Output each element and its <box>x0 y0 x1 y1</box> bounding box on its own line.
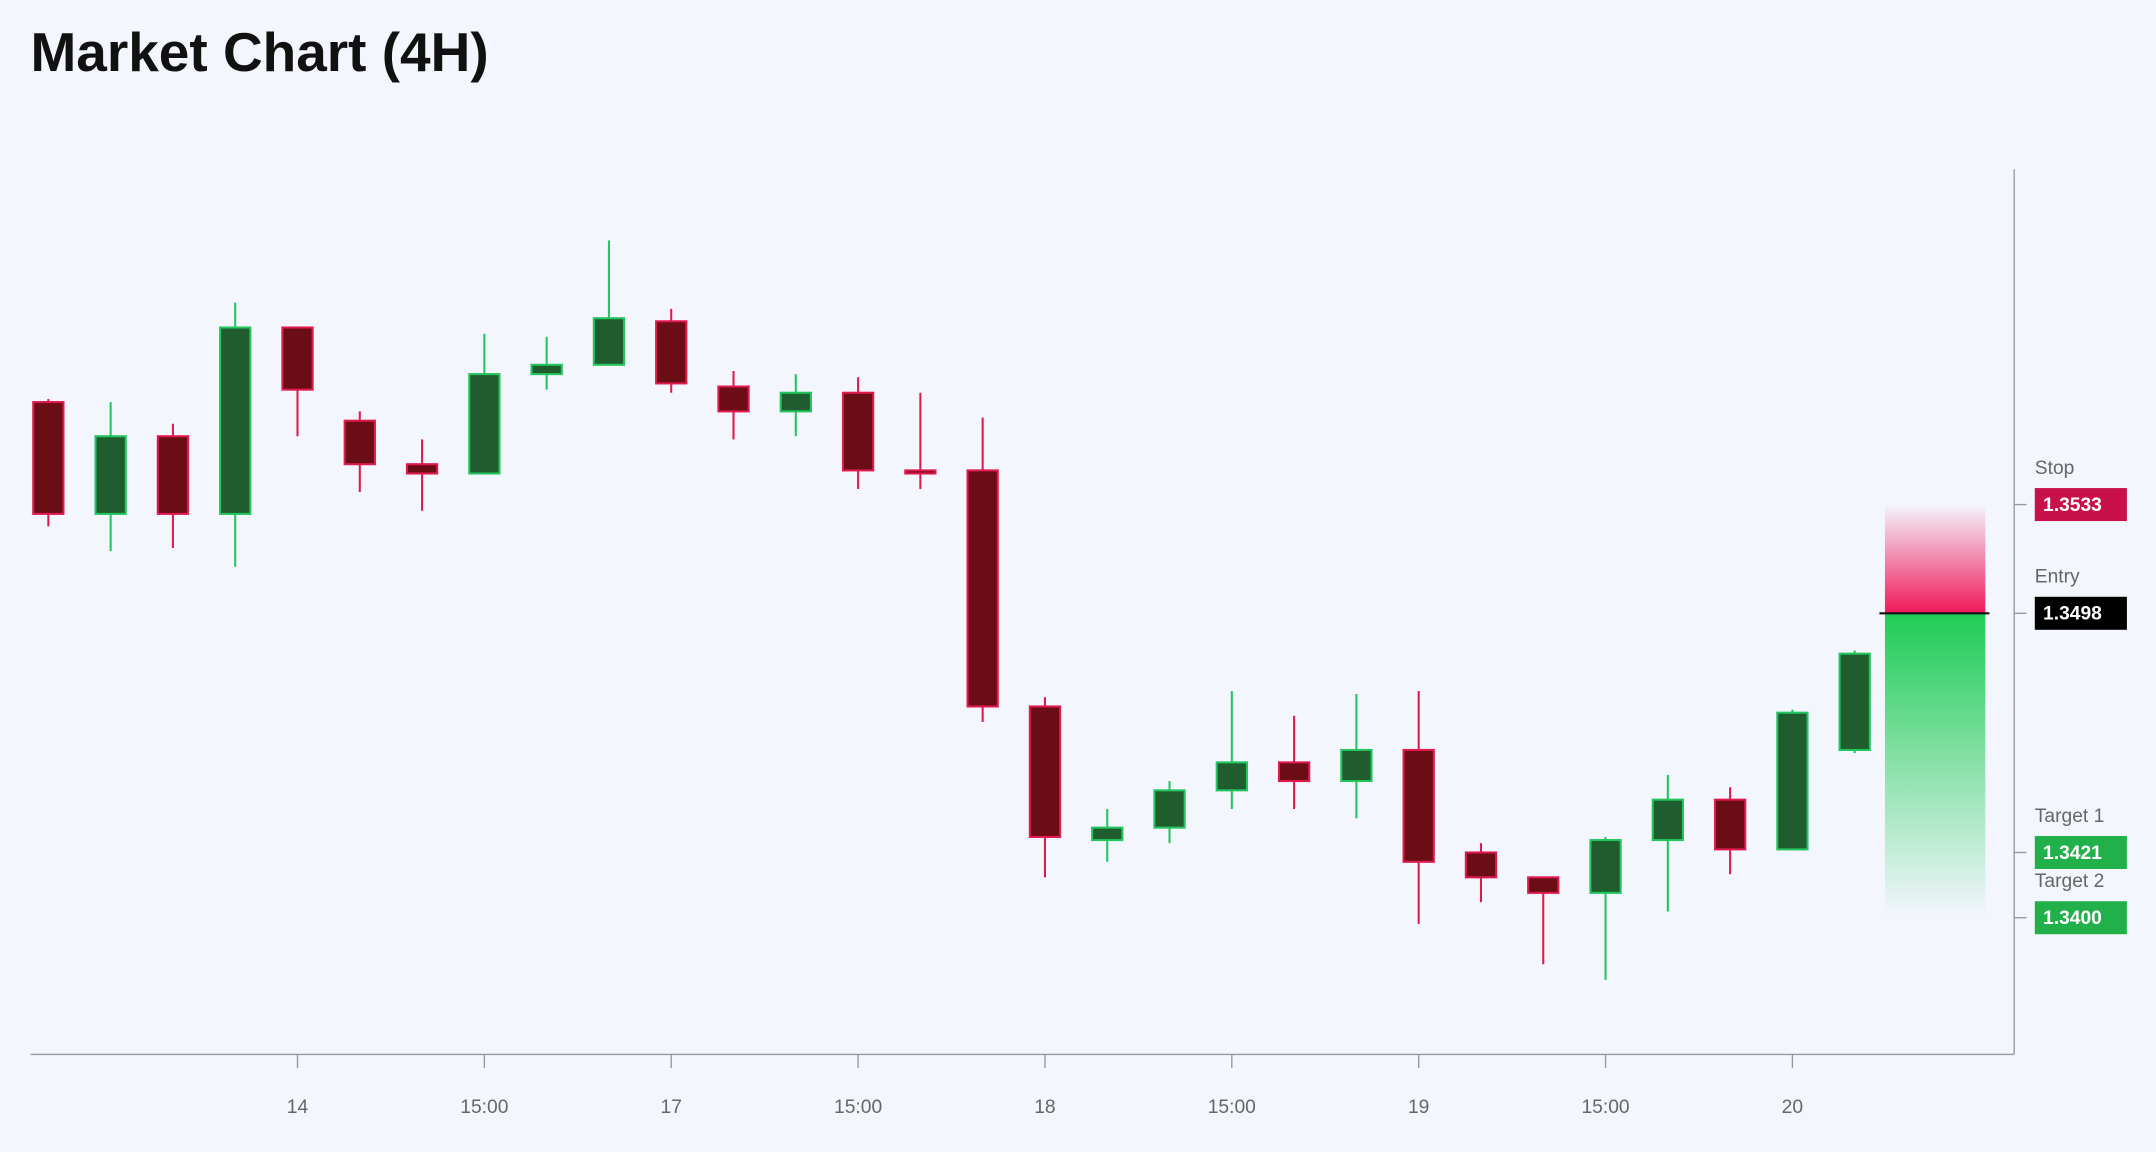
x-tick-label: 15:00 <box>1581 1097 1629 1118</box>
candle-body <box>1340 748 1373 783</box>
candle-body <box>281 326 314 391</box>
candle-body <box>592 317 626 366</box>
candle-body <box>94 435 127 515</box>
candle-body <box>156 435 190 515</box>
candle-body <box>1277 761 1311 783</box>
x-tick-label: 15:00 <box>1208 1097 1256 1118</box>
candle-body <box>966 469 999 708</box>
x-tick-label: 19 <box>1408 1097 1429 1118</box>
x-tick-label: 14 <box>287 1097 309 1118</box>
chart-title: Market Chart (4H) <box>30 21 488 83</box>
x-tick-label: 15:00 <box>834 1097 882 1118</box>
candle-body <box>779 391 812 413</box>
level-badge <box>2034 596 2127 630</box>
candle-body <box>904 469 937 475</box>
candle-body <box>530 363 563 376</box>
level-label: 1.3533 <box>2043 495 2102 516</box>
candle-body <box>32 401 65 515</box>
level-name: Target 1 <box>2035 806 2104 827</box>
candle-body <box>1215 761 1248 792</box>
candle-body <box>1464 851 1498 879</box>
x-tick-label: 15:00 <box>460 1097 508 1118</box>
level-label: 1.3498 <box>2043 604 2102 625</box>
candle-body <box>1589 839 1622 894</box>
x-tick-label: 20 <box>1782 1097 1803 1118</box>
candle-body <box>219 326 252 515</box>
candle-body <box>1153 789 1186 829</box>
candle-body <box>468 373 501 475</box>
candle-body <box>1651 798 1684 842</box>
candle-body <box>1776 711 1809 851</box>
candle-body <box>1838 652 1871 752</box>
candle-body <box>1527 876 1560 894</box>
level-label: 1.3400 <box>2043 908 2102 929</box>
level-badge <box>2034 901 2127 935</box>
candle-body <box>841 391 875 472</box>
candle-body <box>717 385 750 413</box>
stop-zone <box>1884 504 1986 614</box>
candle-body <box>1091 826 1124 842</box>
level-name: Entry <box>2035 567 2080 588</box>
candle-body <box>343 419 376 466</box>
x-tick-label: 18 <box>1034 1097 1055 1118</box>
level-label: 1.3421 <box>2043 843 2102 864</box>
candle-body <box>655 320 688 385</box>
candle-body <box>1713 798 1747 851</box>
candle-body <box>1402 748 1435 863</box>
x-tick-label: 17 <box>661 1097 682 1118</box>
level-name: Target 2 <box>2035 871 2104 892</box>
candle-body <box>1028 705 1062 838</box>
level-badge <box>2034 488 2127 522</box>
level-name: Stop <box>2035 458 2075 479</box>
target-zone <box>1884 613 1986 918</box>
level-badge <box>2034 835 2127 869</box>
candle-body <box>405 463 439 475</box>
